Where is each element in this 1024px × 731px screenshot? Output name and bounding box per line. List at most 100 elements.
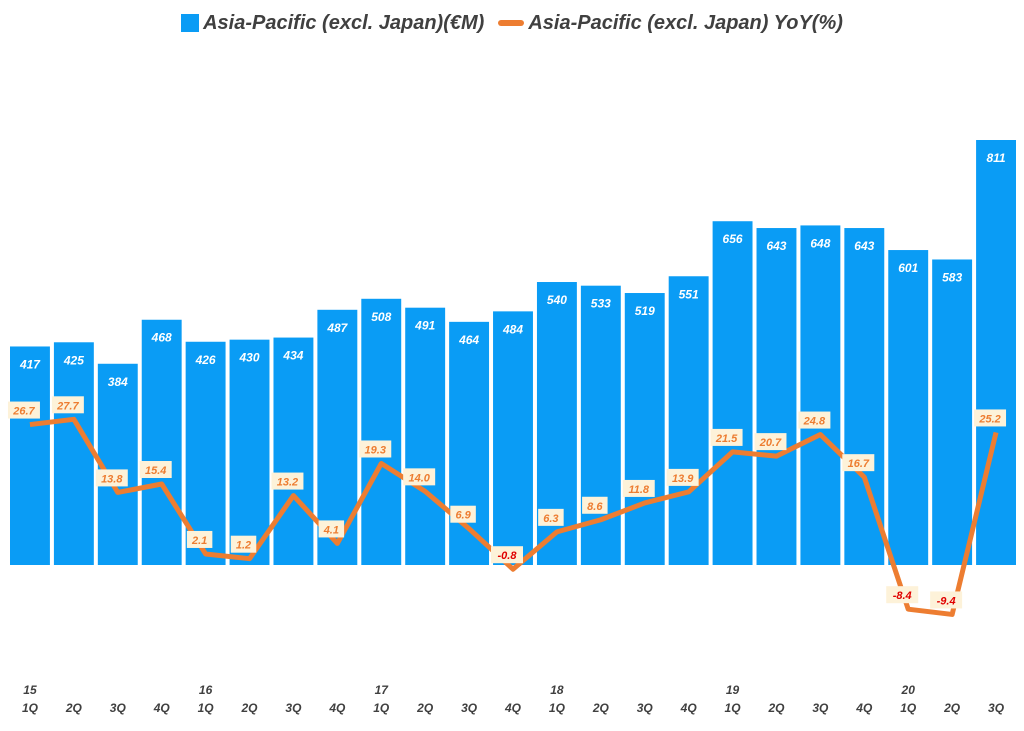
legend-bar-swatch bbox=[181, 14, 200, 32]
bar-value-label: 430 bbox=[239, 351, 260, 365]
yoy-label-box bbox=[450, 505, 476, 523]
yoy-value-label: 2.1 bbox=[191, 535, 207, 547]
yoy-label-box bbox=[7, 401, 40, 419]
bar bbox=[185, 341, 226, 565]
bar-value-label: 484 bbox=[502, 322, 523, 336]
legend-item-bar: Asia-Pacific (excl. Japan)(€M) bbox=[181, 12, 484, 35]
bar-value-label: 426 bbox=[195, 353, 216, 367]
quarter-tick-label: 2Q bbox=[592, 701, 610, 715]
yoy-label-box bbox=[230, 535, 257, 553]
yoy-label-box bbox=[359, 440, 392, 458]
legend-line-label: Asia-Pacific (excl. Japan) YoY(%) bbox=[528, 11, 843, 34]
bar-value-label: 656 bbox=[723, 232, 743, 246]
bar-value-label: 508 bbox=[371, 310, 391, 324]
year-tick-label: 20 bbox=[901, 683, 916, 697]
yoy-label-box bbox=[491, 546, 523, 564]
quarter-tick-label: 1Q bbox=[900, 701, 917, 715]
yoy-value-label: 27.7 bbox=[56, 400, 79, 412]
yoy-value-label: 14.0 bbox=[408, 472, 430, 484]
quarter-tick-label: 2Q bbox=[767, 701, 785, 715]
quarter-tick-label: 3Q bbox=[285, 701, 302, 715]
bar-value-label: 533 bbox=[591, 297, 611, 311]
year-tick-label: 19 bbox=[726, 683, 740, 697]
quarter-tick-label: 3Q bbox=[988, 701, 1005, 715]
yoy-label-box bbox=[710, 428, 743, 446]
bar-value-label: 425 bbox=[63, 353, 84, 367]
bar bbox=[800, 225, 841, 565]
yoy-label-box bbox=[318, 520, 345, 538]
bar bbox=[449, 321, 490, 565]
bar-value-label: 384 bbox=[108, 375, 128, 389]
yoy-value-label: 16.7 bbox=[848, 458, 870, 470]
bar bbox=[712, 221, 753, 566]
yoy-label-box bbox=[842, 454, 875, 472]
legend-bar-label: Asia-Pacific (excl. Japan)(€M) bbox=[203, 11, 485, 34]
bar-value-label: 583 bbox=[942, 270, 962, 284]
yoy-label-box bbox=[582, 496, 608, 514]
bar bbox=[361, 298, 402, 565]
quarter-tick-label: 2Q bbox=[416, 701, 434, 715]
yoy-value-label: -9.4 bbox=[937, 595, 956, 607]
quarter-tick-label: 4Q bbox=[504, 701, 522, 715]
quarter-tick-label: 4Q bbox=[153, 701, 171, 715]
year-tick-label: 18 bbox=[550, 683, 564, 697]
yoy-label-box bbox=[622, 479, 655, 497]
quarter-tick-label: 2Q bbox=[65, 701, 83, 715]
yoy-label-box bbox=[538, 508, 564, 526]
bar-value-label: 417 bbox=[19, 357, 41, 371]
quarter-tick-label: 4Q bbox=[855, 701, 873, 715]
quarter-tick-label: 3Q bbox=[461, 701, 478, 715]
yoy-label-box bbox=[403, 468, 436, 486]
quarter-tick-label: 2Q bbox=[241, 701, 259, 715]
quarter-tick-label: 3Q bbox=[812, 701, 829, 715]
bar bbox=[493, 311, 533, 565]
bar bbox=[624, 293, 665, 565]
quarter-tick-label: 1Q bbox=[198, 701, 215, 715]
yoy-label-box bbox=[974, 409, 1007, 427]
bar-value-label: 468 bbox=[151, 331, 172, 345]
bar-value-label: 487 bbox=[326, 321, 348, 335]
yoy-value-label: 13.9 bbox=[672, 473, 694, 485]
bar bbox=[756, 228, 797, 565]
bar-value-label: 601 bbox=[898, 261, 918, 275]
yoy-labels: 26.7 27.7 13.8 15.4 2.1 1.2 13.2 4.1 19.3 14.0 6.9… bbox=[7, 396, 1007, 609]
yoy-value-label: -0.8 bbox=[498, 550, 518, 562]
x-axis: 15 1Q 2Q 3Q 4Q 16 1Q 2Q 3Q 4Q 17 1Q 2Q 3Q 4Q 18 1Q 2Q 3Q 4Q… bbox=[22, 683, 1005, 715]
bar bbox=[888, 250, 929, 565]
bar-value-label: 551 bbox=[679, 287, 699, 301]
bar bbox=[405, 307, 446, 565]
yoy-label-box bbox=[930, 591, 963, 609]
bar bbox=[53, 342, 94, 565]
bar bbox=[976, 140, 1016, 565]
bar bbox=[668, 276, 709, 565]
year-tick-label: 17 bbox=[375, 683, 390, 697]
yoy-line bbox=[29, 416, 999, 617]
yoy-value-label: 15.4 bbox=[145, 465, 166, 477]
yoy-label-box bbox=[95, 469, 128, 487]
yoy-value-label: 24.8 bbox=[803, 416, 826, 428]
quarter-tick-label: 1Q bbox=[725, 701, 742, 715]
yoy-value-label: 13.8 bbox=[101, 473, 123, 485]
bar bbox=[141, 319, 182, 565]
yoy-value-label: 11.8 bbox=[628, 484, 649, 496]
bar bbox=[932, 259, 973, 565]
yoy-value-label: -8.4 bbox=[893, 590, 912, 602]
yoy-label-box bbox=[798, 411, 831, 429]
bar-value-label: 648 bbox=[810, 236, 830, 250]
yoy-value-label: 25.2 bbox=[978, 413, 1000, 425]
yoy-label-box bbox=[51, 396, 84, 414]
yoy-value-label: 1.2 bbox=[236, 540, 251, 552]
bar bbox=[273, 337, 314, 565]
yoy-value-label: 8.6 bbox=[587, 501, 603, 513]
yoy-value-label: 4.1 bbox=[323, 524, 339, 536]
year-tick-label: 16 bbox=[199, 683, 213, 697]
yoy-value-label: 20.7 bbox=[759, 437, 782, 449]
bar-value-label: 464 bbox=[458, 333, 479, 347]
yoy-label-box bbox=[754, 433, 787, 451]
bar-series: 417 425 384 468 426 430 434 487 508 491 464 484 540 5… bbox=[10, 140, 1016, 566]
yoy-label-box bbox=[666, 468, 699, 486]
bar-value-label: 643 bbox=[854, 239, 874, 253]
bar-value-label: 491 bbox=[414, 319, 435, 333]
yoy-label-box bbox=[139, 460, 172, 478]
